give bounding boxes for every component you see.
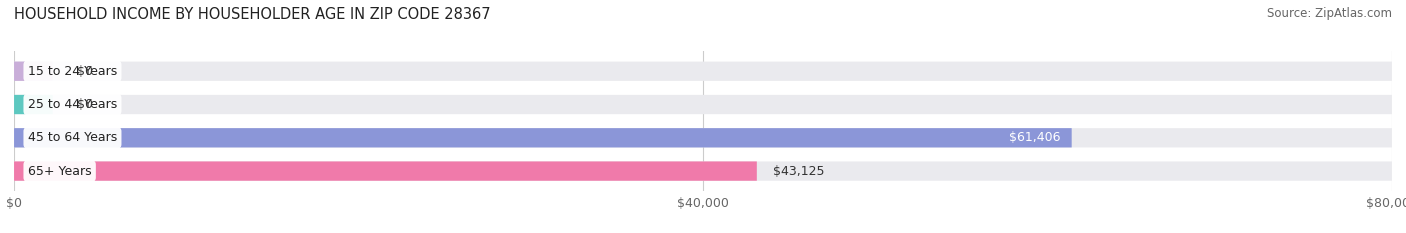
Text: $0: $0 [77,98,93,111]
FancyBboxPatch shape [14,128,1392,147]
FancyBboxPatch shape [14,161,1392,181]
FancyBboxPatch shape [14,62,52,81]
Text: 25 to 44 Years: 25 to 44 Years [28,98,117,111]
FancyBboxPatch shape [14,128,1071,147]
Text: HOUSEHOLD INCOME BY HOUSEHOLDER AGE IN ZIP CODE 28367: HOUSEHOLD INCOME BY HOUSEHOLDER AGE IN Z… [14,7,491,22]
Text: 45 to 64 Years: 45 to 64 Years [28,131,117,144]
Text: $61,406: $61,406 [1010,131,1060,144]
Text: 15 to 24 Years: 15 to 24 Years [28,65,117,78]
FancyBboxPatch shape [14,62,1392,81]
Text: 65+ Years: 65+ Years [28,164,91,178]
Text: Source: ZipAtlas.com: Source: ZipAtlas.com [1267,7,1392,20]
FancyBboxPatch shape [14,95,1392,114]
FancyBboxPatch shape [14,161,756,181]
Text: $43,125: $43,125 [773,164,825,178]
Text: $0: $0 [77,65,93,78]
FancyBboxPatch shape [14,95,52,114]
